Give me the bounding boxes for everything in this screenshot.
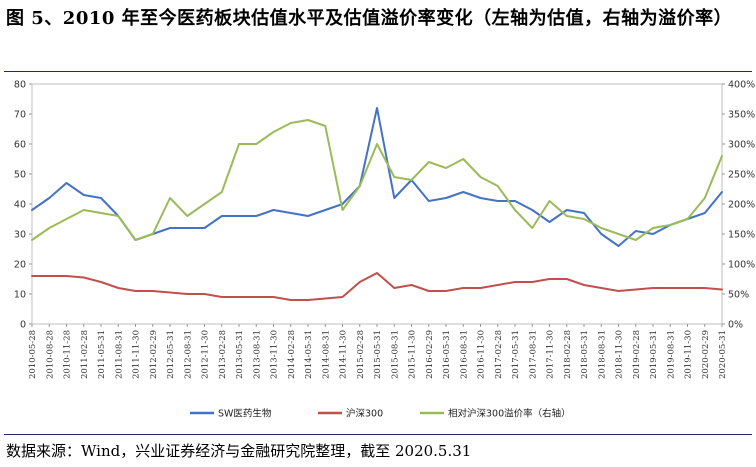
x-tick-label: 2018-02-28 <box>563 330 573 379</box>
x-tick-label: 2010-08-28 <box>45 330 55 379</box>
right-tick-label: 400% <box>728 80 755 91</box>
x-tick-label: 2016-11-30 <box>477 330 487 379</box>
title-divider <box>4 71 752 72</box>
x-tick-label: 2015-02-28 <box>356 330 366 379</box>
x-tick-label: 2015-05-31 <box>373 330 383 379</box>
right-tick-label: 350% <box>728 110 755 121</box>
x-tick-label: 2014-02-28 <box>287 330 297 379</box>
x-tick-label: 2010-11-28 <box>63 330 73 379</box>
left-tick-label: 60 <box>14 140 26 151</box>
x-tick-label: 2018-11-30 <box>615 330 625 379</box>
left-tick-label: 20 <box>14 260 26 271</box>
left-tick-label: 10 <box>14 290 26 301</box>
x-tick-label: 2018-08-31 <box>597 330 607 379</box>
x-tick-label: 2016-02-29 <box>425 330 435 379</box>
x-tick-label: 2012-11-30 <box>201 330 211 379</box>
x-tick-label: 2011-05-31 <box>97 330 107 379</box>
x-tick-label: 2017-05-31 <box>511 330 521 379</box>
plot-frame <box>31 83 723 325</box>
series-lines <box>31 107 723 301</box>
x-tick-label: 2011-11-30 <box>132 330 142 379</box>
x-tick-label: 2020-05-31 <box>718 330 728 379</box>
legend-label-1: SW医药生物 <box>218 408 272 420</box>
axes: 0 10 20 30 40 50 60 70 80 0% 50% 100% 150% 200% 250% 30… <box>14 80 755 380</box>
x-tick-label: 2013-05-31 <box>235 330 245 379</box>
x-tick-label: 2019-02-28 <box>632 330 642 379</box>
left-tick-label: 40 <box>14 200 26 211</box>
x-tick-label: 2012-02-29 <box>149 330 159 379</box>
x-tick-label: 2011-02-28 <box>80 330 90 379</box>
x-tick-label: 2013-08-31 <box>252 330 262 379</box>
x-tick-label: 2015-08-31 <box>390 330 400 379</box>
chart-title: 图 5、2010 年至今医药板块估值水平及估值溢价率变化（左轴为估值，右轴为溢价… <box>6 8 733 29</box>
x-tick-label: 2010-05-28 <box>28 330 38 379</box>
x-tick-label: 2016-05-31 <box>442 330 452 379</box>
right-tick-label: 0% <box>728 320 743 331</box>
right-tick-label: 300% <box>728 140 755 151</box>
series-line-3 <box>31 119 723 241</box>
series-line-2 <box>31 272 723 301</box>
x-tick-label: 2012-08-31 <box>183 330 193 379</box>
left-tick-label: 0 <box>20 320 26 331</box>
right-tick-label: 200% <box>728 200 755 211</box>
left-tick-label: 30 <box>14 230 26 241</box>
x-tick-label: 2016-08-31 <box>459 330 469 379</box>
x-tick-label: 2019-11-30 <box>684 330 694 379</box>
data-source-note: 数据来源：Wind，兴业证券经济与金融研究院整理，截至 2020.5.31 <box>6 442 472 460</box>
right-tick-label: 100% <box>728 260 755 271</box>
x-tick-label: 2013-02-28 <box>218 330 228 379</box>
x-tick-label: 2017-02-28 <box>494 330 504 379</box>
series-line-1 <box>31 107 723 247</box>
left-tick-label: 80 <box>14 80 26 91</box>
legend-label-2: 沪深300 <box>346 408 383 420</box>
x-tick-label: 2019-05-31 <box>649 330 659 379</box>
footer-divider <box>4 434 752 435</box>
x-tick-label: 2017-08-31 <box>528 330 538 379</box>
right-tick-label: 250% <box>728 170 755 181</box>
x-tick-label: 2014-11-30 <box>339 330 349 379</box>
x-tick-label: 2012-05-31 <box>166 330 176 379</box>
x-tick-label: 2014-05-31 <box>304 330 314 379</box>
valuation-chart: 0 10 20 30 40 50 60 70 80 0% 50% 100% 150% 200% 250% 30… <box>14 80 755 420</box>
x-tick-label: 2015-11-30 <box>408 330 418 379</box>
legend: SW医药生物 沪深300 相对沪深300溢价率（右轴） <box>190 408 571 420</box>
x-tick-label: 2013-11-30 <box>270 330 280 379</box>
x-tick-label: 2020-02-29 <box>701 330 711 379</box>
right-tick-label: 150% <box>728 230 755 241</box>
left-tick-label: 50 <box>14 170 26 181</box>
x-tick-label: 2014-08-31 <box>321 330 331 379</box>
legend-label-3: 相对沪深300溢价率（右轴） <box>448 408 571 420</box>
x-tick-label: 2019-08-31 <box>666 330 676 379</box>
x-tick-label: 2017-11-30 <box>546 330 556 379</box>
x-tick-label: 2011-08-31 <box>114 330 124 379</box>
right-tick-label: 50% <box>728 290 749 301</box>
left-tick-label: 70 <box>14 110 26 121</box>
x-tick-label: 2018-05-31 <box>580 330 590 379</box>
